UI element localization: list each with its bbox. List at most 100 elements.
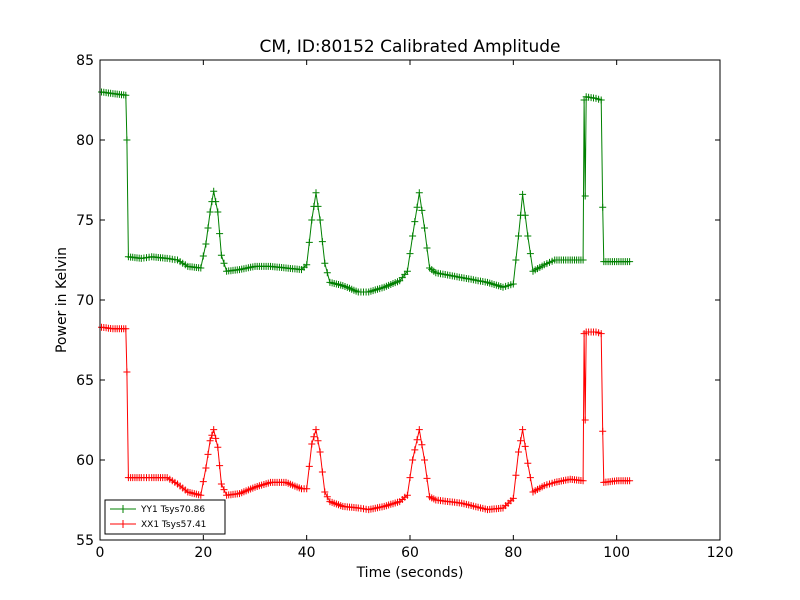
- ticks-layer: 0 20 40 60 80 100 120 55 60 65 70 75 80 85: [76, 53, 733, 561]
- data-point: [212, 434, 220, 442]
- legend: YY1 Tsys70.86 XX1 Tsys57.41: [104, 499, 226, 535]
- data-point: [316, 216, 324, 224]
- data-point: [199, 478, 207, 486]
- data-point: [413, 436, 421, 444]
- y-tick-label-85: 85: [76, 53, 94, 69]
- data-point: [524, 232, 532, 240]
- data-point: [409, 456, 417, 464]
- data-point: [421, 456, 428, 464]
- data-point: [517, 437, 525, 445]
- data-point: [403, 491, 411, 499]
- data-point: [197, 491, 205, 499]
- data-point: [305, 462, 313, 470]
- data-point: [202, 464, 210, 472]
- legend-box: [104, 499, 226, 535]
- data-point: [321, 488, 329, 496]
- data-point: [415, 426, 423, 434]
- data-point: [208, 431, 216, 439]
- data-point: [312, 189, 320, 197]
- data-point: [318, 238, 326, 246]
- data-point: [512, 256, 520, 264]
- data-point: [216, 462, 224, 470]
- data-point: [423, 244, 431, 252]
- y-axis-label: Power in Kelvin: [54, 247, 70, 353]
- y-tick-label-55: 55: [76, 533, 94, 549]
- data-point: [202, 240, 210, 248]
- data-point: [515, 448, 522, 456]
- data-point: [220, 486, 228, 494]
- data-point: [418, 206, 426, 214]
- data-point: [123, 368, 131, 376]
- data-point: [122, 325, 130, 333]
- data-point: [599, 427, 607, 435]
- data-point: [579, 256, 587, 264]
- legend-marker-yy1: [119, 505, 127, 513]
- legend-entry-xx1: XX1 Tsys57.41: [110, 520, 206, 530]
- data-point: [519, 426, 527, 434]
- x-tick-label-20: 20: [194, 545, 212, 561]
- data-point: [206, 208, 214, 216]
- x-tick-label-80: 80: [504, 545, 522, 561]
- data-point: [303, 261, 311, 269]
- data-point: [323, 269, 331, 277]
- data-point: [579, 477, 587, 485]
- y-tick-label-75: 75: [76, 213, 94, 229]
- data-point: [314, 202, 322, 210]
- legend-entry-yy1: YY1 Tsys70.86: [110, 505, 205, 515]
- data-point: [524, 459, 532, 467]
- data-point: [626, 258, 634, 266]
- data-point: [206, 437, 214, 445]
- y-tick-label-80: 80: [76, 133, 94, 149]
- data-point: [411, 218, 419, 226]
- data-point: [406, 474, 414, 482]
- data-point: [521, 442, 529, 450]
- y-tick-label-60: 60: [76, 453, 94, 469]
- data-point: [597, 96, 605, 104]
- data-point: [415, 189, 423, 197]
- data-point: [197, 264, 205, 272]
- data-point: [581, 192, 589, 200]
- data-point: [509, 280, 517, 288]
- legend-label-xx1: XX1 Tsys57.41: [141, 520, 206, 530]
- x-tick-label-120: 120: [707, 545, 734, 561]
- data-point: [214, 208, 222, 216]
- data-point: [321, 259, 329, 267]
- data-point: [312, 426, 320, 434]
- data-point: [314, 437, 322, 445]
- data-point: [308, 216, 316, 224]
- data-point: [406, 250, 414, 258]
- series-yy1: [98, 88, 634, 296]
- x-tick-label-40: 40: [298, 545, 316, 561]
- data-point: [509, 494, 517, 502]
- data-point: [526, 474, 534, 482]
- data-point: [526, 250, 534, 258]
- data-point: [123, 136, 131, 144]
- legend-label-yy1: YY1 Tsys70.86: [140, 505, 205, 515]
- data-point: [597, 330, 605, 338]
- data-point: [519, 190, 527, 198]
- series-layer: [98, 88, 634, 514]
- data-point: [515, 232, 522, 240]
- data-point: [204, 224, 212, 232]
- data-point: [581, 416, 589, 424]
- x-tick-label-100: 100: [603, 545, 630, 561]
- data-point: [403, 267, 411, 275]
- data-point: [217, 480, 225, 488]
- data-point: [599, 203, 607, 211]
- data-point: [512, 471, 520, 479]
- data-point: [413, 203, 421, 211]
- data-point: [310, 433, 318, 441]
- data-point: [409, 232, 417, 240]
- data-point: [216, 230, 224, 238]
- data-point: [122, 91, 130, 99]
- series-line-1: [101, 326, 630, 511]
- plot-frame: [99, 59, 721, 541]
- data-point: [199, 252, 207, 260]
- data-point: [220, 259, 228, 267]
- chart-title: CM, ID:80152 Calibrated Amplitude: [259, 37, 560, 57]
- y-tick-label-65: 65: [76, 373, 94, 389]
- data-point: [305, 238, 313, 246]
- data-point: [217, 251, 225, 259]
- data-point: [418, 441, 426, 449]
